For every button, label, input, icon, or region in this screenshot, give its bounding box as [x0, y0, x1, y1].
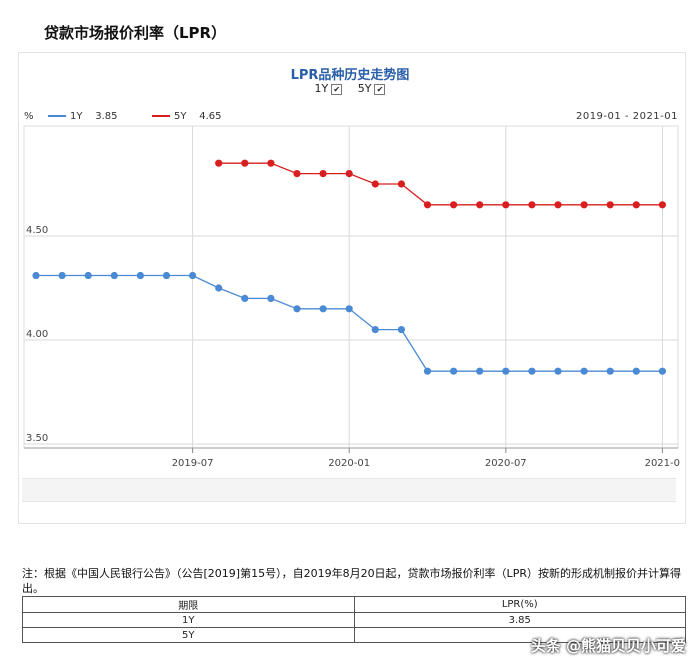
legend-swatch-1y: [48, 115, 66, 117]
data-point-1y: [632, 367, 640, 375]
data-point-1y: [345, 305, 353, 313]
legend-item-5y[interactable]: 5Y 4.65: [152, 111, 221, 122]
data-point-5y: [476, 201, 484, 209]
data-point-1y: [554, 367, 562, 375]
data-point-5y: [580, 201, 588, 209]
data-point-5y: [502, 201, 510, 209]
data-point-5y: [293, 170, 301, 178]
table-cell-term: 5Y: [22, 627, 355, 643]
data-point-1y: [84, 271, 92, 280]
data-point-5y: [658, 201, 667, 209]
table-row: 1Y 3.85: [22, 612, 686, 628]
y-tick-label: 3.50: [26, 433, 48, 444]
date-range-label: 2019-01 - 2021-01: [575, 111, 678, 122]
data-point-5y: [319, 170, 327, 178]
legend-value-1y: 3.85: [95, 111, 118, 122]
data-point-5y: [371, 180, 379, 188]
data-point-1y: [110, 271, 118, 280]
chart-navigator[interactable]: [22, 478, 676, 502]
y-tick-label: 4.00: [26, 329, 48, 340]
legend-name-1y: 1Y: [70, 111, 83, 122]
data-point-5y: [345, 170, 353, 178]
table-header-row: 期限 LPR(%): [22, 596, 686, 613]
data-point-5y: [241, 159, 249, 167]
data-point-1y: [476, 367, 484, 375]
lpr-table: 期限 LPR(%) 1Y 3.85 5Y: [22, 596, 686, 643]
watermark: 头条 @熊猫贝贝小可爱: [530, 637, 686, 655]
data-point-5y: [632, 201, 640, 209]
checkbox-5y[interactable]: ✔: [374, 83, 386, 95]
data-point-1y: [423, 367, 432, 375]
toggle-5y-label: 5Y: [357, 82, 372, 95]
data-point-5y: [423, 201, 432, 209]
data-point-1y: [293, 305, 301, 313]
legend-name-5y: 5Y: [174, 111, 187, 122]
data-point-1y: [162, 271, 171, 280]
legend-value-5y: 4.65: [199, 111, 222, 122]
data-point-5y: [606, 201, 614, 209]
data-point-1y: [450, 367, 458, 375]
series-toggles: 1Y ✔ 5Y ✔: [0, 82, 700, 95]
data-point-5y: [554, 201, 562, 209]
data-point-5y: [397, 180, 405, 188]
footnote: 注：根据《中国人民银行公告》（公告[2019]第15号），自2019年8月20日…: [22, 567, 681, 595]
y-tick-label: 4.50: [26, 225, 48, 236]
toggle-5y[interactable]: 5Y ✔: [358, 82, 386, 95]
table-cell-rate: [353, 627, 686, 643]
legend-swatch-5y: [152, 115, 170, 117]
page-title: 贷款市场报价利率（LPR）: [44, 24, 227, 42]
x-tick-label: 2020-07: [485, 458, 527, 469]
data-point-1y: [606, 367, 614, 375]
data-point-5y: [215, 159, 223, 167]
unit-label: %: [24, 111, 34, 122]
series-line-5y: [218, 162, 663, 206]
x-tick-label: 2021-0: [645, 458, 680, 469]
chart-title: LPR品种历史走势图: [290, 68, 410, 83]
table-row: 5Y: [22, 627, 686, 643]
data-point-5y: [267, 159, 275, 167]
toggle-1y-label: 1Y: [314, 82, 329, 95]
data-point-1y: [189, 271, 197, 280]
x-tick-label: 2020-01: [328, 458, 370, 469]
x-tick-label: 2019-07: [172, 458, 214, 469]
checkbox-1y[interactable]: ✔: [331, 83, 343, 95]
data-point-5y: [528, 201, 536, 209]
data-point-1y: [658, 367, 667, 375]
data-point-1y: [397, 326, 405, 334]
data-point-1y: [215, 284, 223, 292]
chart-panel: [18, 52, 686, 524]
data-point-1y: [267, 294, 275, 302]
data-point-1y: [580, 367, 588, 375]
data-point-1y: [528, 367, 536, 375]
table-header-term: 期限: [22, 596, 355, 613]
data-point-1y: [32, 271, 40, 280]
data-point-1y: [319, 305, 327, 313]
toggle-1y[interactable]: 1Y ✔: [315, 82, 343, 95]
legend-item-1y[interactable]: 1Y 3.85: [48, 111, 117, 122]
data-point-5y: [450, 201, 458, 209]
table-cell-term: 1Y: [22, 612, 355, 628]
data-point-1y: [371, 326, 379, 334]
data-point-1y: [502, 367, 510, 375]
data-point-1y: [58, 271, 66, 280]
table-header-lpr: LPR(%): [353, 596, 686, 613]
table-cell-rate: 3.85: [353, 612, 686, 628]
data-point-1y: [241, 294, 249, 302]
data-point-1y: [136, 271, 144, 280]
